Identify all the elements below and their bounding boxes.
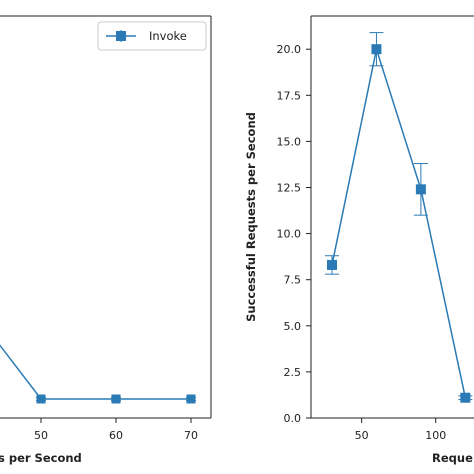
right-y-tick-label: 10.0 — [277, 228, 302, 241]
left-series-invoke — [0, 344, 196, 404]
right-axes-frame — [310, 15, 474, 419]
right-data-point — [327, 259, 337, 270]
right-data-point — [371, 44, 382, 55]
right-data-point — [460, 392, 471, 403]
left-data-point — [186, 394, 196, 404]
right-y-tick-label: 2.5 — [284, 366, 302, 379]
left-data-point — [111, 394, 121, 404]
legend-entry-invoke: Invoke — [149, 29, 187, 43]
right-y-tick-label: 12.5 — [277, 182, 302, 195]
left-x-tick-label: 70 — [184, 429, 198, 442]
right-y-tick-label: 17.5 — [277, 89, 302, 102]
right-x-tick-label: 50 — [355, 429, 369, 442]
left-series-line — [0, 344, 191, 400]
right-y-tick-label: 7.5 — [284, 274, 302, 287]
right-y-tick-label: 5.0 — [284, 320, 302, 333]
right-y-ticks: 0.0 2.5 5.0 7.5 10.0 12.5 15.0 17.5 20.0 — [277, 43, 311, 425]
left-x-tick-label: 50 — [34, 429, 48, 442]
left-chart: 50 60 70 Invoke s per Second — [0, 15, 212, 465]
right-data-point — [415, 184, 426, 195]
legend-box — [97, 21, 207, 51]
right-x-axis-label: Reque — [432, 451, 473, 465]
right-y-axis-label: Successful Requests per Second — [244, 112, 258, 322]
right-series — [325, 32, 473, 403]
right-series-line — [331, 46, 467, 398]
right-chart: 0.0 2.5 5.0 7.5 10.0 12.5 15.0 17.5 20.0 50 100 S… — [244, 15, 474, 465]
left-data-point — [36, 394, 46, 404]
right-x-ticks: 50 100 — [355, 418, 446, 442]
legend: Invoke — [97, 21, 207, 51]
left-x-ticks: 50 60 70 — [34, 418, 198, 442]
right-y-tick-label: 15.0 — [277, 135, 302, 148]
right-x-tick-label: 100 — [425, 429, 446, 442]
legend-square-marker-icon — [116, 31, 126, 41]
right-y-tick-label: 20.0 — [277, 43, 302, 56]
left-axes-frame — [0, 15, 212, 419]
left-x-axis-label: s per Second — [0, 451, 82, 465]
right-y-tick-label: 0.0 — [284, 412, 302, 425]
left-x-tick-label: 60 — [109, 429, 123, 442]
